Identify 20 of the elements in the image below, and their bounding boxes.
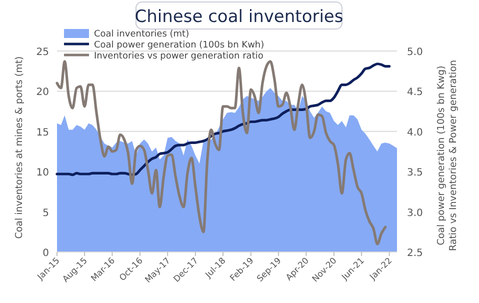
y2-tick-label: 3.5 <box>407 168 423 179</box>
line-series <box>56 62 391 176</box>
legend-label: Coal power generation (100s bn Kwh) <box>94 40 264 50</box>
legend-label: Coal inventories (mt) <box>94 30 190 40</box>
y-tick-label: 25 <box>36 47 49 58</box>
y-tick-label: 10 <box>36 168 49 179</box>
y2-tick-label: 3.0 <box>407 208 423 219</box>
y-tick-label: 0 <box>42 248 49 259</box>
y-tick-label: 5 <box>42 208 49 219</box>
y2-tick-label: 4.0 <box>407 127 423 138</box>
y2-tick-label: 5.0 <box>407 47 423 58</box>
y2-tick-label: 4.5 <box>407 87 423 98</box>
chart-title: Chinese coal inventories <box>134 7 344 27</box>
y2-tick-label: 2.5 <box>407 248 423 259</box>
y-axis-title: Coal inventories at mines & ports (mt) <box>14 56 25 239</box>
y-tick-label: 20 <box>36 87 49 98</box>
y-tick-label: 15 <box>36 127 49 138</box>
legend-label: Inventories vs power generation ratio <box>94 52 264 62</box>
line-series <box>56 60 387 246</box>
y2-axis-title: Coal power generation (100s bn Kwg) Ratio vs Inventories & Power generation <box>436 60 459 252</box>
